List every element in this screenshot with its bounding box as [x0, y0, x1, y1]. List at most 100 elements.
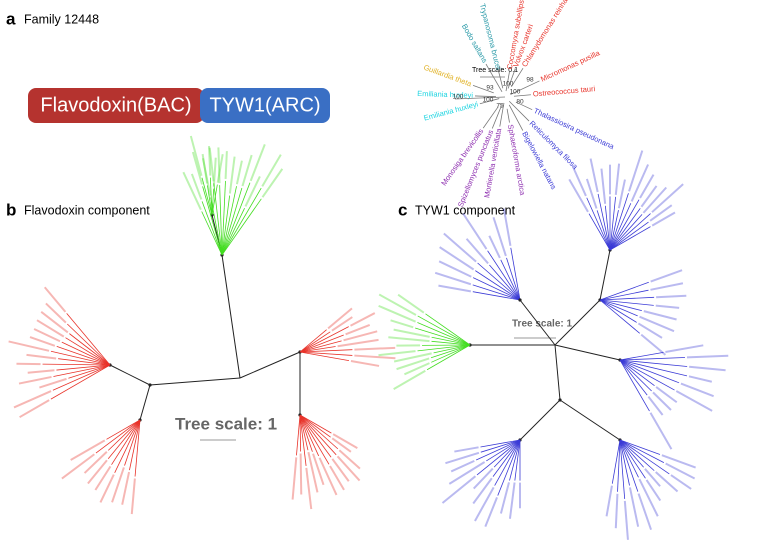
leaf-label-placeholder: [638, 478, 659, 517]
leaf-branch: [299, 414, 330, 465]
leaf-branch: [599, 299, 640, 334]
leaf-branch: [221, 182, 251, 256]
leaf-branch: [209, 177, 213, 216]
internal-branch: [149, 377, 241, 386]
leaf-label-placeholder: [249, 143, 266, 182]
leaf-branch: [417, 322, 471, 346]
internal-branch: [519, 299, 556, 346]
leaf-branch: [514, 439, 521, 481]
leaf-branch: [619, 439, 626, 499]
branch: [507, 68, 516, 89]
leaf-label-placeholder: [454, 446, 479, 453]
leaf-label-placeholder: [642, 186, 668, 214]
leaf-label-placeholder: [655, 471, 679, 493]
leaf-branch: [619, 359, 675, 391]
domain-box: [28, 88, 204, 123]
domain-label: Flavodoxin(BAC): [40, 94, 191, 116]
leaf-label-placeholder: [448, 461, 486, 485]
leaf-label-placeholder: [628, 150, 644, 192]
leaf-label-placeholder: [585, 178, 598, 209]
branch: [499, 102, 505, 127]
leaf-branch: [211, 188, 215, 216]
branch: [485, 63, 503, 93]
leaf-label-placeholder: [354, 354, 396, 360]
leaf-label-placeholder: [331, 316, 353, 332]
leaf-label-placeholder: [332, 433, 358, 449]
leaf-branch: [201, 177, 213, 216]
support-value: 80: [516, 99, 524, 106]
leaf-label-placeholder: [189, 135, 203, 177]
leaf-branch: [299, 351, 350, 362]
leaf-label-placeholder: [600, 168, 607, 204]
leaf-branch: [221, 187, 262, 256]
leaf-branch: [56, 364, 111, 371]
leaf-label-placeholder: [647, 396, 664, 416]
leaf-branch: [53, 364, 111, 377]
leaf-branch: [134, 419, 141, 477]
leaf-branch: [69, 333, 111, 366]
leaf-branch: [299, 414, 313, 452]
leaf-branch: [599, 296, 655, 301]
leaf-label-placeholder: [354, 346, 396, 351]
leaf-branch: [50, 350, 111, 366]
leaf-branch: [129, 419, 141, 471]
leaf-label-placeholder: [345, 323, 371, 336]
branch: [479, 98, 500, 105]
leaf-branch: [619, 359, 688, 367]
leaf-label-placeholder: [329, 465, 345, 491]
leaf-branch: [67, 323, 111, 366]
leaf-label-placeholder: [217, 147, 221, 184]
leaf-branch: [201, 211, 223, 256]
leaf-label-placeholder: [350, 312, 376, 327]
internal-branch: [554, 299, 601, 346]
leaf-label-placeholder: [605, 485, 613, 517]
leaf-branch: [111, 419, 141, 465]
leaf-branch: [588, 213, 611, 251]
leaf-branch: [476, 439, 521, 476]
branch: [505, 71, 510, 92]
leaf-label-placeholder: [99, 474, 115, 503]
leaf-branch: [619, 359, 648, 396]
leaf-branch: [425, 313, 471, 346]
leaf-branch: [299, 414, 301, 452]
leaf-branch: [609, 199, 640, 251]
support-value: 100: [453, 94, 464, 101]
leaf-branch: [299, 349, 353, 353]
leaf-branch: [299, 351, 353, 356]
leaf-branch: [299, 414, 309, 451]
leaf-label-placeholder: [228, 156, 236, 194]
leaf-label-placeholder: [331, 437, 352, 453]
leaf-label-placeholder: [201, 158, 212, 196]
panel-title: Family 12448: [24, 12, 99, 26]
panel-label: b: [6, 200, 16, 219]
leaf-label-placeholder: [212, 157, 217, 187]
leaf-label-placeholder: [224, 151, 228, 179]
domain-box: [200, 88, 330, 123]
leaf-branch: [299, 414, 332, 434]
leaf-branch: [68, 364, 111, 379]
leaf-label-placeholder: [338, 449, 361, 470]
leaf-branch: [492, 439, 521, 477]
leaf-label-placeholder: [652, 391, 672, 411]
leaf-label-placeholder: [393, 352, 432, 363]
leaf-label-placeholder: [623, 500, 629, 540]
leaf-branch: [599, 299, 654, 306]
leaf-branch: [475, 270, 521, 301]
leaf-label-placeholder: [649, 412, 673, 450]
support-value: 100: [503, 81, 514, 88]
leaf-label-placeholder: [637, 322, 663, 339]
leaf-label: Guillardia theta: [422, 63, 473, 89]
leaf-branch: [431, 340, 471, 346]
leaf-label-placeholder: [378, 293, 417, 316]
leaf-branch: [50, 364, 111, 400]
leaf-branch: [609, 213, 651, 251]
leaf-label-placeholder: [39, 377, 67, 389]
leaf-branch: [619, 359, 680, 384]
leaf-branch: [124, 419, 141, 466]
leaf-branch: [486, 439, 521, 462]
leaf-branch: [296, 414, 301, 456]
leaf-label-placeholder: [655, 386, 678, 404]
leaf-branch: [475, 439, 521, 461]
leaf-branch: [619, 439, 670, 475]
leaf-label-placeholder: [656, 294, 687, 299]
